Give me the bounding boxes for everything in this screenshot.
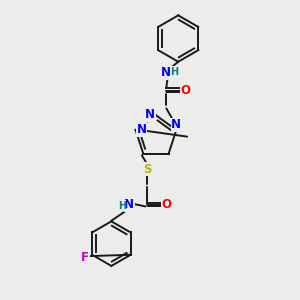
Text: N: N bbox=[161, 66, 171, 79]
Text: F: F bbox=[81, 251, 89, 264]
Text: H: H bbox=[118, 201, 126, 211]
Text: N: N bbox=[124, 199, 134, 212]
Text: N: N bbox=[145, 108, 155, 121]
Text: N: N bbox=[136, 123, 146, 136]
Text: O: O bbox=[161, 199, 171, 212]
Text: O: O bbox=[181, 84, 191, 97]
Text: H: H bbox=[171, 67, 179, 76]
Text: S: S bbox=[143, 163, 151, 176]
Text: N: N bbox=[171, 118, 181, 131]
